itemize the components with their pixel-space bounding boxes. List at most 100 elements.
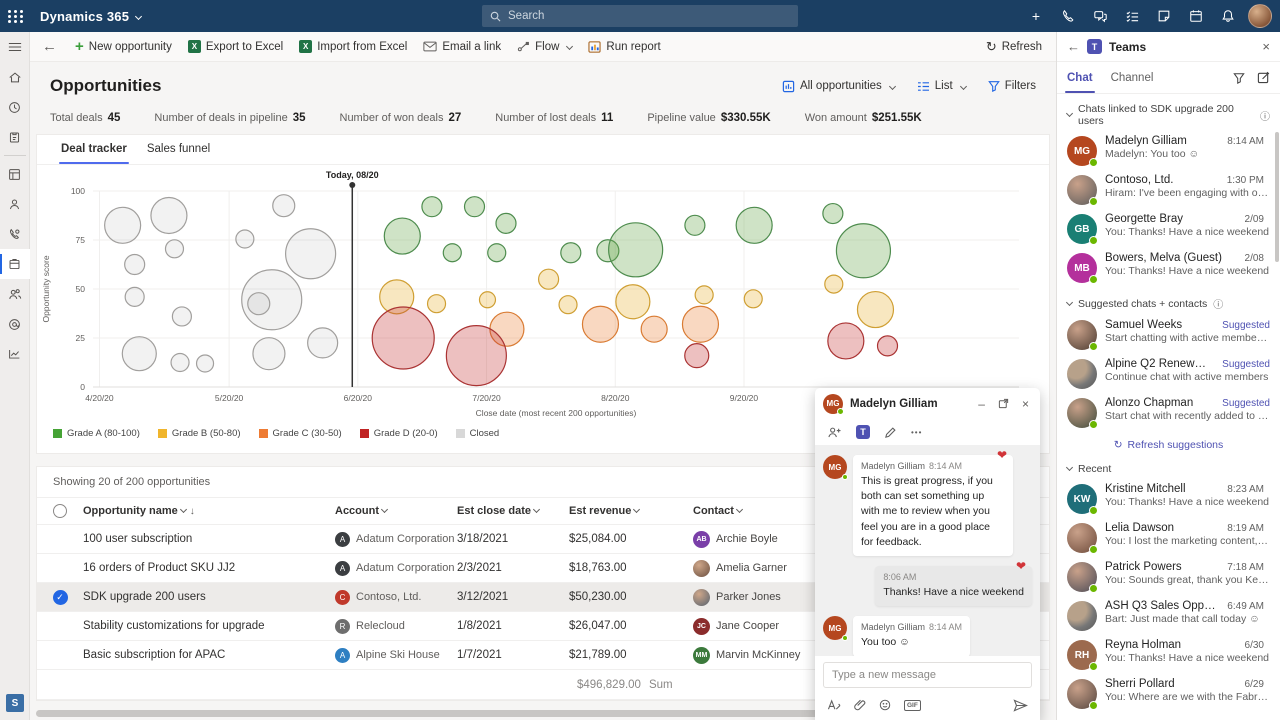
sticky-note-icon[interactable]: [1150, 0, 1178, 32]
teams-panel-tab[interactable]: Channel: [1111, 62, 1154, 93]
chat-avatar: [1067, 679, 1097, 709]
chat-popup-window: MG Madelyn Gilliam – × T ••• MG ❤ Madely…: [815, 388, 1040, 720]
chat-bubbles-icon[interactable]: [1086, 0, 1114, 32]
chat-list-item[interactable]: RH Reyna Holman6/30 You: Thanks! Have a …: [1057, 635, 1280, 674]
nav-calls-icon[interactable]: [0, 219, 30, 249]
panel-scrollbar[interactable]: [1275, 132, 1279, 262]
refresh-button[interactable]: ↻ Refresh: [986, 39, 1056, 55]
chart-tab[interactable]: Sales funnel: [139, 135, 218, 164]
col-opportunity-name[interactable]: Opportunity name↓: [83, 505, 335, 517]
global-search-input[interactable]: Search: [482, 5, 798, 27]
popup-close-button[interactable]: ×: [1019, 397, 1032, 411]
nav-analytics-icon[interactable]: [0, 339, 30, 369]
export-to-excel-button[interactable]: X Export to Excel: [180, 32, 291, 61]
col-est-revenue[interactable]: Est revenue: [569, 505, 693, 517]
flow-button[interactable]: Flow: [509, 32, 580, 61]
user-avatar[interactable]: [1246, 0, 1274, 32]
sales-app-badge[interactable]: S: [6, 694, 24, 712]
site-map-menu-icon[interactable]: [0, 32, 30, 62]
layout-selector-dropdown[interactable]: List: [917, 80, 966, 92]
svg-text:5/20/20: 5/20/20: [215, 393, 244, 403]
chat-list-item[interactable]: MB Bowers, Melva (Guest)2/08 You: Thanks…: [1057, 248, 1280, 287]
nav-contacts-icon[interactable]: [0, 189, 30, 219]
chat-list-item[interactable]: GB Georgette Bray2/09 You: Thanks! Have …: [1057, 209, 1280, 248]
online-status-dot: [1089, 420, 1098, 429]
send-message-icon[interactable]: [1013, 699, 1028, 712]
view-selector-dropdown[interactable]: All opportunities: [782, 80, 895, 93]
legend-swatch: [456, 429, 465, 438]
top-nav-bar: Dynamics 365 Search +: [0, 0, 1280, 32]
chat-section-header[interactable]: Chats linked to SDK upgrade 200 users ⓘ: [1057, 94, 1280, 131]
more-options-icon[interactable]: •••: [911, 428, 922, 437]
nav-home-icon[interactable]: [0, 62, 30, 92]
calendar-icon[interactable]: [1182, 0, 1210, 32]
popup-popout-button[interactable]: [995, 398, 1012, 409]
checklist-icon[interactable]: [1118, 0, 1146, 32]
run-report-button[interactable]: Run report: [580, 32, 668, 61]
import-from-excel-button[interactable]: X Import from Excel: [291, 32, 415, 61]
legend-swatch: [259, 429, 268, 438]
chat-list-item[interactable]: Lelia Dawson8:19 AM You: I lost the mark…: [1057, 518, 1280, 557]
chat-list: Chats linked to SDK upgrade 200 users ⓘ …: [1057, 94, 1280, 713]
online-status-dot: [1089, 701, 1098, 710]
chat-list-item[interactable]: MG Madelyn Gilliam8:14 AM Madelyn: You t…: [1057, 131, 1280, 170]
new-opportunity-button[interactable]: + New opportunity: [67, 32, 180, 61]
nav-dashboards-icon[interactable]: [0, 159, 30, 189]
svg-text:Opportunity score: Opportunity score: [41, 255, 51, 322]
chat-list-item[interactable]: KW Kristine Mitchell8:23 AM You: Thanks!…: [1057, 479, 1280, 518]
popup-minimize-button[interactable]: –: [975, 397, 988, 411]
col-account[interactable]: Account: [335, 505, 457, 517]
panel-back-button[interactable]: ←: [1067, 39, 1080, 54]
nav-pinned-icon[interactable]: [0, 122, 30, 152]
filters-button[interactable]: Filters: [988, 80, 1036, 92]
message-input[interactable]: [823, 662, 1032, 688]
list-icon: [917, 81, 930, 92]
nav-recent-icon[interactable]: [0, 92, 30, 122]
nav-opportunities-icon-selected[interactable]: [0, 249, 30, 279]
quick-create-plus-icon[interactable]: +: [1022, 0, 1050, 32]
add-person-icon[interactable]: [827, 426, 842, 438]
edit-pencil-icon[interactable]: [884, 426, 897, 439]
svg-text:9/20/20: 9/20/20: [730, 393, 759, 403]
svg-text:75: 75: [76, 235, 86, 245]
gif-icon[interactable]: GIF: [904, 700, 921, 711]
attach-paperclip-icon[interactable]: [854, 699, 866, 711]
chat-section-header[interactable]: Suggested chats + contacts ⓘ: [1057, 287, 1280, 315]
select-all-checkbox[interactable]: [53, 504, 67, 518]
chat-section-header[interactable]: Recent: [1057, 454, 1280, 479]
email-a-link-button[interactable]: Email a link: [415, 32, 509, 61]
chat-list-item[interactable]: ASH Q3 Sales Opportunity6:49 AM Bart: Ju…: [1057, 596, 1280, 635]
chat-list-item[interactable]: Sherri Pollard6/29 You: Where are we wit…: [1057, 674, 1280, 713]
chat-list-item[interactable]: Alonzo ChapmanSuggested Start chat with …: [1057, 393, 1280, 432]
chart-tab[interactable]: Deal tracker: [53, 135, 135, 164]
phone-icon[interactable]: [1054, 0, 1082, 32]
refresh-suggestions-link[interactable]: ↻Refresh suggestions: [1057, 432, 1280, 454]
back-button[interactable]: ←: [30, 38, 67, 55]
app-launcher-waffle-icon[interactable]: [0, 0, 32, 32]
chart-tabs: Deal trackerSales funnel: [37, 135, 1049, 165]
format-text-icon[interactable]: [827, 699, 841, 711]
nav-people-icon[interactable]: [0, 279, 30, 309]
nav-mention-icon[interactable]: [0, 309, 30, 339]
app-title[interactable]: Dynamics 365: [40, 9, 129, 24]
filter-icon[interactable]: [1233, 72, 1245, 84]
svg-text:Today, 08/20: Today, 08/20: [326, 170, 379, 180]
panel-close-button[interactable]: ×: [1262, 39, 1270, 54]
popup-contact-name: Madelyn Gilliam: [850, 398, 968, 410]
deal-tracker-bubble-chart[interactable]: 02550751004/20/205/20/206/20/207/20/208/…: [37, 165, 1029, 419]
chat-list-item[interactable]: Patrick Powers7:18 AM You: Sounds great,…: [1057, 557, 1280, 596]
emoji-icon[interactable]: [879, 699, 891, 711]
app-chevron-down-icon[interactable]: [135, 12, 142, 19]
chat-list-item[interactable]: Samuel WeeksSuggested Start chatting wit…: [1057, 315, 1280, 354]
chat-list-item[interactable]: Contoso, Ltd.1:30 PM Hiram: I've been en…: [1057, 170, 1280, 209]
heart-reaction-icon[interactable]: ❤: [997, 448, 1007, 462]
open-in-teams-icon[interactable]: T: [856, 425, 870, 439]
compose-icon[interactable]: [1257, 71, 1270, 84]
bell-icon[interactable]: [1214, 0, 1242, 32]
chat-list-item[interactable]: Alpine Q2 Renewal OpportunitySuggested C…: [1057, 354, 1280, 393]
legend-swatch: [158, 429, 167, 438]
heart-reaction-icon[interactable]: ❤: [1016, 559, 1026, 573]
teams-panel-tab[interactable]: Chat: [1067, 62, 1093, 93]
col-est-close-date[interactable]: Est close date: [457, 505, 569, 517]
online-status-dot: [1089, 545, 1098, 554]
